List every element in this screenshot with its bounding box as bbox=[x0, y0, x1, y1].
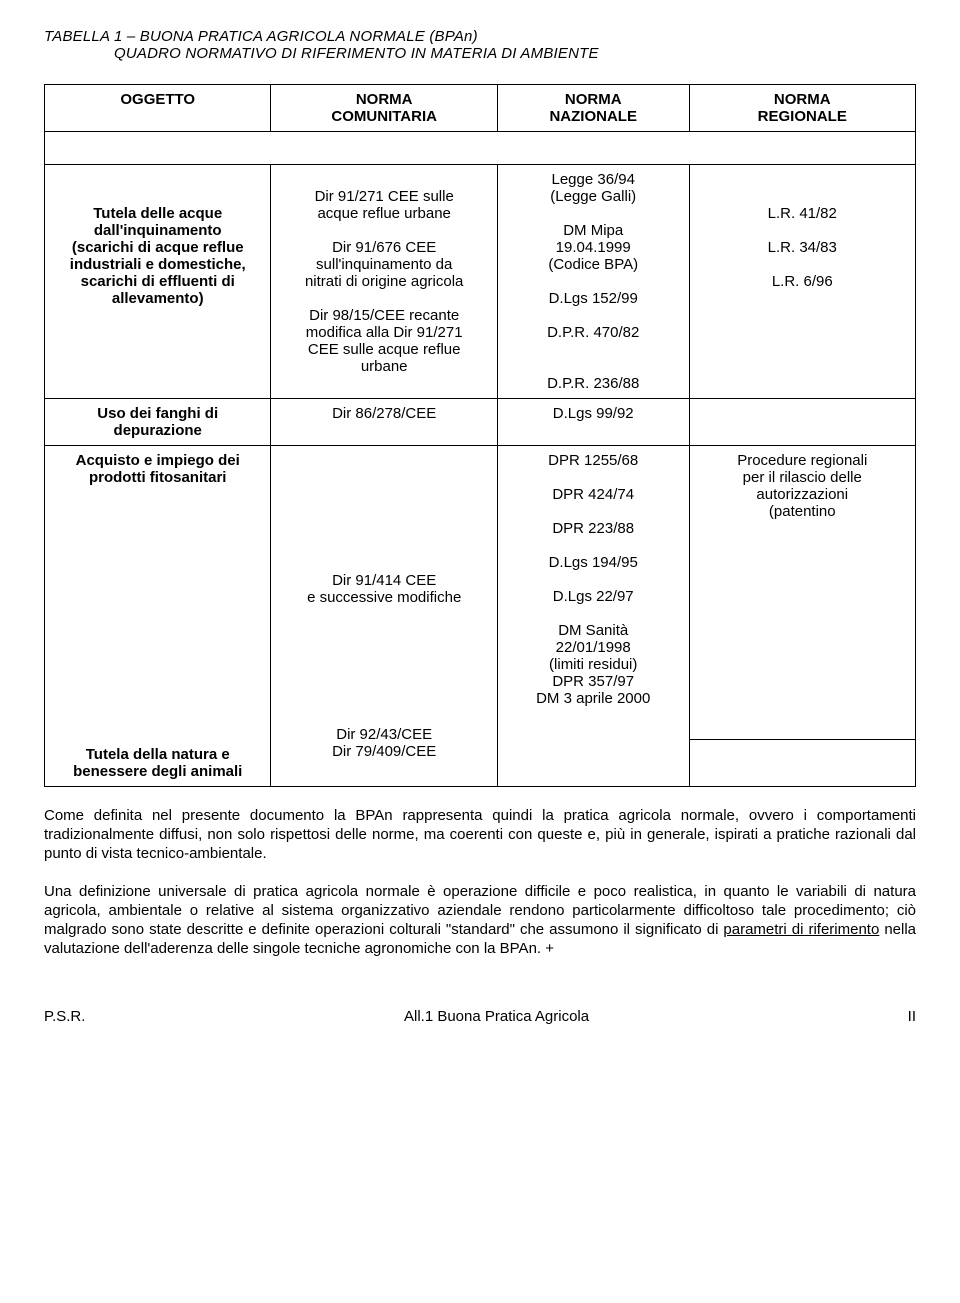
cell-text: Dir 91/271 CEE sulle bbox=[279, 188, 488, 205]
page-footer: P.S.R. All.1 Buona Pratica Agricola II bbox=[44, 1008, 916, 1025]
cell-text: Tutela della natura e bbox=[53, 746, 262, 763]
table-cell: D.Lgs 99/92 bbox=[497, 399, 689, 446]
cell-text: DPR 357/97 bbox=[506, 673, 681, 690]
cell-text: D.P.R. 236/88 bbox=[506, 375, 681, 392]
cell-text: autorizzazioni bbox=[698, 486, 907, 503]
table-cell: Dir 86/278/CEE bbox=[271, 399, 497, 446]
cell-text: (limiti residui) bbox=[506, 656, 681, 673]
cell-text: Acquisto e impiego dei bbox=[53, 452, 262, 469]
cell-text: Dir 91/676 CEE bbox=[279, 239, 488, 256]
table-cell: Dir 91/271 CEE sulle acque reflue urbane… bbox=[271, 165, 497, 399]
hdr-text: NAZIONALE bbox=[506, 108, 681, 125]
paragraph-1: Come definita nel presente documento la … bbox=[44, 807, 916, 863]
cell-text: (scarichi di acque reflue bbox=[53, 239, 262, 256]
cell-text: DPR 223/88 bbox=[506, 520, 681, 537]
hdr-text: NORMA bbox=[698, 91, 907, 108]
footer-left: P.S.R. bbox=[44, 1008, 85, 1025]
cell-text: Tutela delle acque bbox=[53, 205, 262, 222]
hdr-text: NORMA bbox=[279, 91, 488, 108]
hdr-oggetto: OGGETTO bbox=[45, 85, 271, 132]
norm-table: OGGETTO NORMA COMUNITARIA NORMA NAZIONAL… bbox=[44, 84, 916, 787]
cell-text: L.R. 6/96 bbox=[698, 273, 907, 290]
cell-text: dall'inquinamento bbox=[53, 222, 262, 239]
table-cell: Acquisto e impiego dei prodotti fitosani… bbox=[45, 446, 271, 787]
title-line-1: TABELLA 1 – BUONA PRATICA AGRICOLA NORMA… bbox=[44, 28, 916, 45]
cell-text: D.P.R. 470/82 bbox=[506, 324, 681, 341]
cell-text: Legge 36/94 bbox=[506, 171, 681, 188]
cell-text: Dir 79/409/CEE bbox=[279, 743, 488, 760]
hdr-nazionale: NORMA NAZIONALE bbox=[497, 85, 689, 132]
cell-text: (patentino bbox=[698, 503, 907, 520]
table-cell: Tutela delle acque dall'inquinamento (sc… bbox=[45, 165, 271, 399]
cell-text: e successive modifiche bbox=[279, 589, 488, 606]
table-cell bbox=[689, 399, 915, 446]
hdr-comunitaria: NORMA COMUNITARIA bbox=[271, 85, 497, 132]
cell-text: Dir 98/15/CEE recante bbox=[279, 307, 488, 324]
hdr-text: REGIONALE bbox=[698, 108, 907, 125]
cell-text: scarichi di effluenti di bbox=[53, 273, 262, 290]
footer-center: All.1 Buona Pratica Agricola bbox=[404, 1008, 589, 1025]
cell-text: per il rilascio delle bbox=[698, 469, 907, 486]
cell-text: (Legge Galli) bbox=[506, 188, 681, 205]
table-cell bbox=[689, 739, 915, 786]
cell-text: DM Sanità bbox=[506, 622, 681, 639]
cell-text: 22/01/1998 bbox=[506, 639, 681, 656]
cell-text: DPR 424/74 bbox=[506, 486, 681, 503]
cell-text: allevamento) bbox=[53, 290, 262, 307]
hdr-regionale: NORMA REGIONALE bbox=[689, 85, 915, 132]
cell-text: L.R. 41/82 bbox=[698, 205, 907, 222]
spacer bbox=[45, 132, 916, 165]
footer-right: II bbox=[908, 1008, 916, 1025]
table-cell: Dir 91/414 CEE e successive modifiche Di… bbox=[271, 446, 497, 787]
hdr-text: COMUNITARIA bbox=[279, 108, 488, 125]
cell-text: depurazione bbox=[53, 422, 262, 439]
cell-text: 19.04.1999 bbox=[506, 239, 681, 256]
cell-text: D.Lgs 194/95 bbox=[506, 554, 681, 571]
cell-text: Procedure regionali bbox=[698, 452, 907, 469]
cell-text: DM 3 aprile 2000 bbox=[506, 690, 681, 707]
cell-text: (Codice BPA) bbox=[506, 256, 681, 273]
para-underline: parametri di riferimento bbox=[723, 921, 879, 938]
cell-text: sull'inquinamento da bbox=[279, 256, 488, 273]
cell-text: nitrati di origine agricola bbox=[279, 273, 488, 290]
hdr-text: NORMA bbox=[506, 91, 681, 108]
table-cell: Legge 36/94 (Legge Galli) DM Mipa 19.04.… bbox=[497, 165, 689, 399]
cell-text: benessere degli animali bbox=[53, 763, 262, 780]
cell-text: industriali e domestiche, bbox=[53, 256, 262, 273]
cell-text: prodotti fitosanitari bbox=[53, 469, 262, 486]
table-cell: DPR 1255/68 DPR 424/74 DPR 223/88 D.Lgs … bbox=[497, 446, 689, 787]
cell-text: D.Lgs 22/97 bbox=[506, 588, 681, 605]
cell-text: CEE sulle acque reflue bbox=[279, 341, 488, 358]
cell-text: DM Mipa bbox=[506, 222, 681, 239]
cell-text: modifica alla Dir 91/271 bbox=[279, 324, 488, 341]
table-cell: L.R. 41/82 L.R. 34/83 L.R. 6/96 bbox=[689, 165, 915, 399]
cell-text: urbane bbox=[279, 358, 488, 375]
cell-text: DPR 1255/68 bbox=[506, 452, 681, 469]
title-line-2: QUADRO NORMATIVO DI RIFERIMENTO IN MATER… bbox=[44, 45, 916, 62]
cell-text: D.Lgs 152/99 bbox=[506, 290, 681, 307]
cell-text: Dir 92/43/CEE bbox=[279, 726, 488, 743]
table-cell: Uso dei fanghi di depurazione bbox=[45, 399, 271, 446]
table-cell: Procedure regionali per il rilascio dell… bbox=[689, 446, 915, 740]
cell-text: Dir 91/414 CEE bbox=[279, 572, 488, 589]
cell-text: Uso dei fanghi di bbox=[53, 405, 262, 422]
cell-text: acque reflue urbane bbox=[279, 205, 488, 222]
cell-text: L.R. 34/83 bbox=[698, 239, 907, 256]
paragraph-2: Una definizione universale di pratica ag… bbox=[44, 883, 916, 958]
